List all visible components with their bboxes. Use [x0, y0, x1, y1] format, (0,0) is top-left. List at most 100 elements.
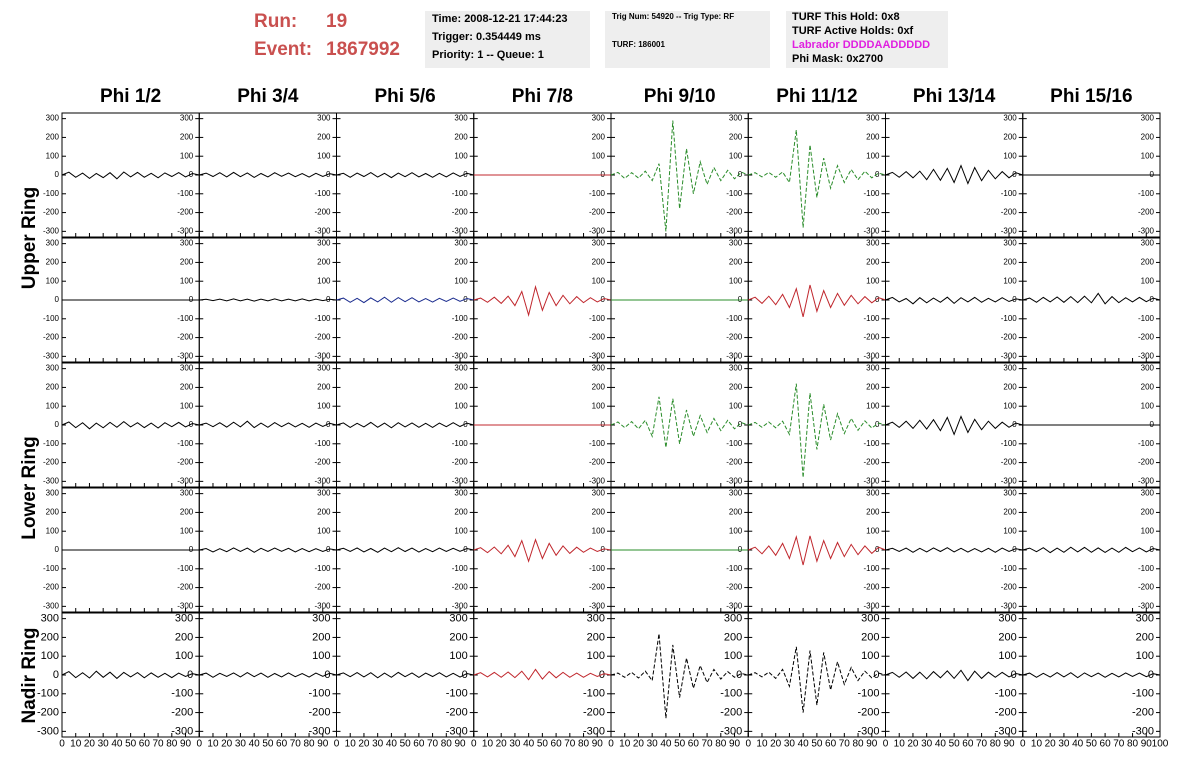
y-tick-label: 100: [592, 401, 606, 410]
y-tick-label: -300: [452, 226, 469, 235]
x-tick-label: 20: [770, 739, 782, 750]
y-tick-label: 200: [1003, 383, 1017, 392]
y-tick-label: 100: [1003, 526, 1017, 535]
y-tick-label: 200: [46, 258, 60, 267]
y-tick-label: -300: [1132, 725, 1154, 737]
y-tick-label: -100: [177, 564, 194, 573]
y-tick-label: -100: [726, 564, 743, 573]
x-tick-label: 60: [551, 739, 563, 750]
x-tick-label: 40: [660, 739, 672, 750]
x-tick-label: 20: [221, 739, 233, 750]
x-tick-label: 50: [125, 739, 137, 750]
panel-frame: [198, 362, 337, 488]
y-tick-label: -200: [446, 706, 468, 718]
y-tick-label: 200: [312, 631, 330, 643]
waveform: [61, 670, 200, 680]
y-tick-label: 300: [729, 364, 743, 373]
waveform: [885, 296, 1023, 305]
y-tick-label: -200: [863, 208, 880, 217]
y-tick-label: 100: [317, 401, 331, 410]
y-tick-label: 200: [866, 383, 880, 392]
y-tick-label: 100: [587, 650, 605, 662]
column-label: Phi 3/4: [237, 86, 299, 107]
x-tick-label: 100: [1152, 739, 1169, 750]
x-tick-label: 30: [647, 739, 659, 750]
y-tick-label: 100: [454, 401, 468, 410]
y-tick-label: 100: [175, 650, 193, 662]
waveform: [61, 171, 200, 180]
x-tick-label: 40: [386, 739, 398, 750]
y-tick-label: 300: [729, 239, 743, 248]
x-tick-label: 80: [578, 739, 590, 750]
panel-frame: [885, 362, 1024, 488]
y-tick-label: 200: [587, 631, 605, 643]
run-value: 19: [326, 11, 347, 32]
y-tick-label: -300: [171, 725, 193, 737]
x-tick-label: 80: [166, 739, 178, 750]
x-tick-label: 10: [756, 739, 768, 750]
x-tick-label: 70: [153, 739, 165, 750]
y-tick-label: -100: [314, 189, 331, 198]
x-tick-label: 60: [825, 739, 837, 750]
x-tick-label: 60: [276, 739, 288, 750]
x-tick-label: 10: [70, 739, 82, 750]
waveform: [748, 284, 886, 318]
y-tick-label: -300: [177, 351, 194, 360]
y-tick-label: 100: [866, 526, 880, 535]
x-tick-label: 70: [976, 739, 988, 750]
y-tick-label: -200: [1132, 706, 1154, 718]
panel-frame: [198, 487, 337, 613]
x-tick-label: 50: [1086, 739, 1098, 750]
y-tick-label: -300: [308, 725, 330, 737]
y-tick-label: -300: [863, 351, 880, 360]
y-tick-label: -200: [452, 208, 469, 217]
x-tick-label: 20: [496, 739, 508, 750]
row-label: Upper Ring: [19, 187, 40, 289]
y-tick-label: 300: [998, 613, 1016, 625]
y-tick-label: 0: [55, 545, 60, 554]
y-tick-label: -300: [863, 226, 880, 235]
waveform: [336, 296, 474, 304]
y-tick-label: 0: [738, 420, 743, 429]
y-tick-label: -100: [314, 564, 331, 573]
y-tick-label: 200: [317, 508, 331, 517]
x-tick-label: 40: [798, 739, 810, 750]
y-tick-label: 0: [601, 295, 606, 304]
y-tick-label: -100: [583, 688, 605, 700]
x-tick-label: 20: [633, 739, 645, 750]
y-tick-label: -200: [720, 706, 742, 718]
y-tick-label: -100: [589, 189, 606, 198]
y-tick-label: -200: [726, 208, 743, 217]
y-tick-label: -200: [857, 706, 879, 718]
y-tick-label: 300: [1141, 489, 1155, 498]
y-tick-label: 200: [592, 383, 606, 392]
x-tick-label: 60: [413, 739, 425, 750]
y-tick-label: -100: [314, 439, 331, 448]
y-tick-label: 200: [861, 631, 879, 643]
y-tick-label: -300: [583, 725, 605, 737]
y-tick-label: -100: [314, 314, 331, 323]
x-tick-label: 80: [715, 739, 727, 750]
y-tick-label: 100: [1141, 276, 1155, 285]
y-tick-label: -100: [1001, 189, 1018, 198]
y-tick-label: 200: [317, 383, 331, 392]
waveform: [336, 671, 474, 679]
y-tick-label: 0: [1150, 545, 1155, 554]
y-tick-label: 300: [1141, 239, 1155, 248]
y-tick-label: 100: [180, 526, 194, 535]
x-tick-label: 20: [907, 739, 919, 750]
y-tick-label: -300: [314, 351, 331, 360]
waveform: [199, 420, 337, 429]
y-tick-label: 200: [866, 258, 880, 267]
x-tick-label: 20: [84, 739, 96, 750]
x-tick-label: 30: [235, 739, 247, 750]
x-tick-label: 50: [949, 739, 961, 750]
header: Run: 19 Event: 1867992 Time: 2008-12-21 …: [254, 11, 948, 68]
y-tick-label: -200: [314, 583, 331, 592]
x-tick-label: 30: [98, 739, 110, 750]
y-tick-label: 100: [41, 650, 59, 662]
column-label: Phi 7/8: [512, 86, 573, 107]
y-tick-label: 300: [724, 613, 742, 625]
x-tick-label: 70: [702, 739, 714, 750]
y-tick-label: 200: [866, 508, 880, 517]
